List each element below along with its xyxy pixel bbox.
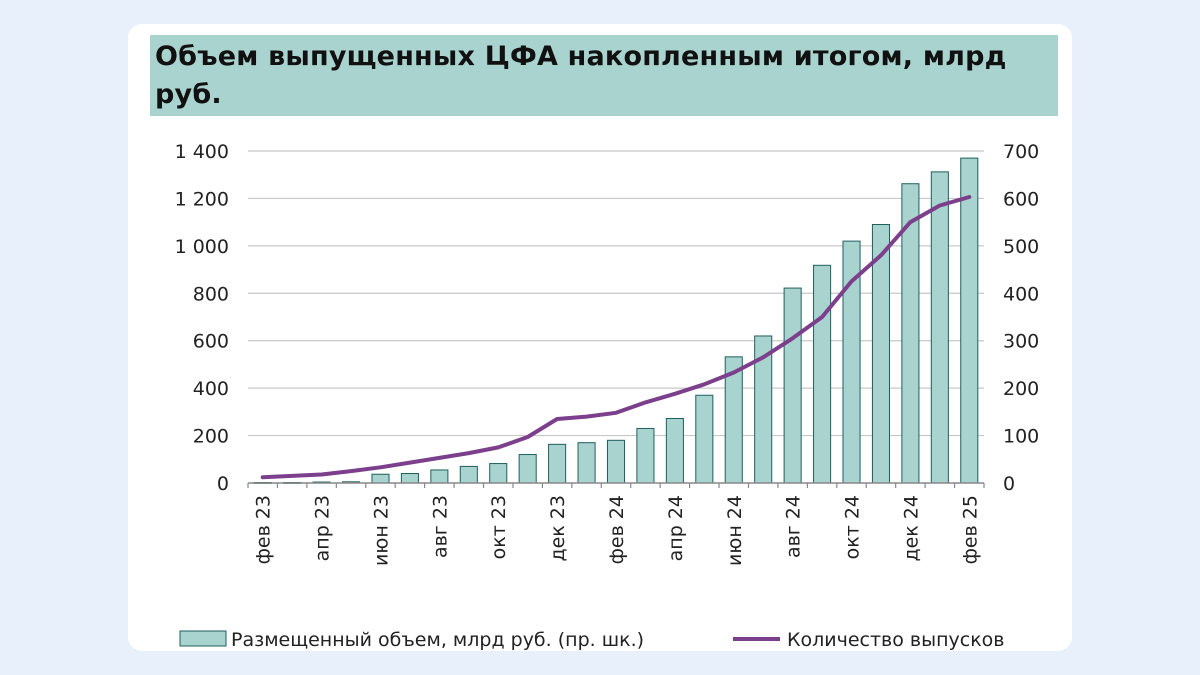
legend-line-label: Количество выпусков [787,629,1005,651]
y-left-tick-label: 1 400 [175,141,229,163]
bar [783,287,802,484]
legend-bar-swatch [179,630,227,647]
axes [247,482,985,488]
bar [548,443,567,484]
legend-bar-label: Размещенный объем, млрд руб. (пр. шк.) [231,629,644,651]
title-band [150,35,1058,116]
x-tick-label: фев 24 [606,495,628,564]
bar [577,442,596,484]
y-left-tick-label: 1 200 [175,188,229,210]
bar [930,171,949,484]
y-left-tick-label: 1 000 [175,236,229,258]
x-tick-label: окт 23 [488,495,510,559]
y-right-tick-label: 200 [1003,378,1039,400]
x-tick-label: авг 24 [783,495,805,558]
x-tick-label: авг 23 [429,495,451,558]
bar [459,465,478,484]
x-tick-label: дек 23 [547,495,569,562]
y-left-tick-label: 800 [193,283,229,305]
line-series [260,195,972,480]
bar [430,469,449,484]
y-right-tick-label: 100 [1003,426,1039,448]
gridlines [248,150,984,437]
y-left-tick-label: 400 [193,378,229,400]
x-tick-label: окт 24 [842,495,864,559]
bar [489,463,508,484]
bar [665,417,684,484]
y-axis-left-ticks: 0 200 400 600 800 1 000 1 200 1 400 [175,141,229,495]
y-right-tick-label: 300 [1003,331,1039,353]
y-right-tick-label: 0 [1003,473,1015,495]
bar [695,394,714,484]
bar [960,157,979,484]
bar [606,439,626,484]
y-right-tick-label: 500 [1003,236,1039,258]
y-left-tick-label: 600 [193,331,229,353]
y-right-tick-label: 600 [1003,188,1039,210]
bar [518,454,537,484]
x-tick-label: апр 24 [665,495,687,561]
bar [371,473,390,484]
x-tick-label: апр 23 [312,495,334,561]
x-tick-label: дек 24 [900,495,922,562]
legend: Размещенный объем, млрд руб. (пр. шк.) Ко… [179,629,1005,651]
bar [400,473,419,484]
y-right-tick-label: 700 [1003,141,1039,163]
chart-title: Объем выпущенных ЦФА накопленным итогом,… [155,41,1007,110]
x-tick-label: фев 25 [959,495,981,564]
bar [813,264,832,484]
y-left-tick-label: 0 [217,473,229,495]
bar-series [253,157,979,484]
y-axis-right-ticks: 0 100 200 300 400 500 600 700 [1003,141,1039,495]
y-left-tick-label: 200 [193,426,229,448]
x-tick-label: фев 23 [253,495,275,564]
x-tick-label: июн 24 [724,495,746,566]
x-axis-ticks: фев 23 апр 23 июн 23 авг 23 окт 23 дек 23 фев … [253,495,982,566]
bar [636,427,655,484]
x-tick-label: июн 23 [370,495,392,566]
y-right-tick-label: 400 [1003,283,1039,305]
